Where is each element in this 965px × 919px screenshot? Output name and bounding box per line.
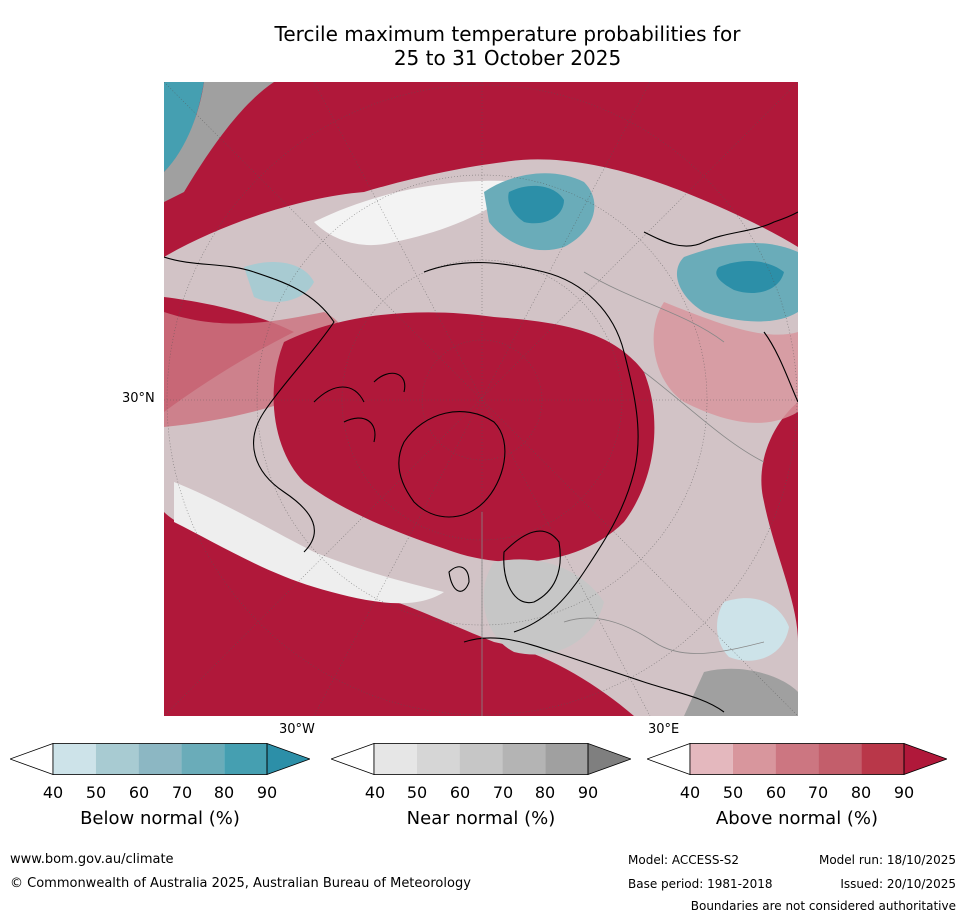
boundaries bbox=[481, 271, 765, 716]
below-color-box-40 bbox=[53, 743, 96, 775]
below-tick-60: 60 bbox=[128, 783, 150, 802]
colorbar-near-label: Near normal (%) bbox=[406, 808, 556, 829]
above-tick-90: 90 bbox=[893, 783, 915, 802]
above-color-box-70 bbox=[818, 743, 862, 775]
footer-model-run: Model run: 18/10/2025 bbox=[818, 853, 956, 867]
near-color-box-80 bbox=[545, 743, 588, 775]
below-colorbar-outline bbox=[52, 743, 268, 775]
white-band-north bbox=[314, 180, 524, 246]
coastline-europe-south bbox=[463, 637, 725, 713]
above-color-box-40 bbox=[690, 743, 733, 775]
footer-issued: Issued: 20/10/2025 bbox=[840, 877, 956, 891]
below-tick-50: 50 bbox=[85, 783, 107, 802]
near-tick-50: 50 bbox=[406, 783, 428, 802]
near-tick-40: 40 bbox=[364, 783, 386, 802]
above-tick-60: 60 bbox=[765, 783, 787, 802]
above-tick-40: 40 bbox=[679, 783, 701, 802]
below-tick-90: 90 bbox=[256, 783, 278, 802]
above-tick-70: 70 bbox=[807, 783, 829, 802]
below-normal-central-asia bbox=[717, 598, 789, 661]
below-color-box-60 bbox=[138, 743, 182, 775]
title-line-2: 25 to 31 October 2025 bbox=[393, 46, 622, 70]
near-normal-nw-corner bbox=[164, 82, 274, 202]
colorbar-above-normal bbox=[647, 743, 947, 775]
near-tick-80: 80 bbox=[534, 783, 556, 802]
below-tick-70: 70 bbox=[171, 783, 193, 802]
lon-label-30e: 30°E bbox=[648, 722, 680, 737]
coastlines bbox=[164, 211, 798, 713]
colorbar-above-svg bbox=[647, 743, 947, 775]
lon-label-30w: 30°W bbox=[279, 722, 315, 737]
coastline-greenland bbox=[398, 411, 506, 518]
near-color-box-70 bbox=[502, 743, 546, 775]
coastline-eurasia bbox=[423, 262, 639, 633]
below-color-box-80 bbox=[224, 743, 267, 775]
arctic-core bbox=[273, 312, 655, 562]
footer-disclaimer: Boundaries are not considered authoritat… bbox=[690, 899, 956, 913]
colorbar-below-svg bbox=[10, 743, 310, 775]
near-color-box-40 bbox=[374, 743, 417, 775]
near-tick-70: 70 bbox=[492, 783, 514, 802]
below-normal-east-core bbox=[716, 260, 784, 293]
near-extend-low bbox=[331, 743, 375, 775]
above-tick-80: 80 bbox=[850, 783, 872, 802]
below-tick-80: 80 bbox=[213, 783, 235, 802]
near-normal-se-corner bbox=[684, 668, 798, 716]
colorbar-near-normal bbox=[331, 743, 631, 775]
footer-model: Model: ACCESS-S2 bbox=[628, 853, 740, 867]
near-tick-90: 90 bbox=[577, 783, 599, 802]
footer-base-period: Base period: 1981-2018 bbox=[628, 877, 773, 891]
coastline-canadian-archipelago bbox=[313, 372, 406, 443]
title-line-1: Tercile maximum temperature probabilitie… bbox=[274, 22, 741, 46]
coastline-north-america bbox=[164, 256, 335, 553]
above-extend-low bbox=[647, 743, 691, 775]
footer-copyright: © Commonwealth of Australia 2025, Austra… bbox=[10, 876, 471, 891]
near-color-box-50 bbox=[416, 743, 460, 775]
below-tick-40: 40 bbox=[42, 783, 64, 802]
above-color-box-50 bbox=[732, 743, 776, 775]
footer-url: www.bom.gov.au/climate bbox=[10, 852, 174, 867]
above-color-box-80 bbox=[861, 743, 904, 775]
probability-map bbox=[164, 82, 798, 716]
below-normal-siberia-core bbox=[508, 185, 564, 224]
colorbar-below-normal bbox=[10, 743, 310, 775]
below-extend-low bbox=[10, 743, 54, 775]
below-color-box-50 bbox=[95, 743, 139, 775]
coastline-east-asia bbox=[643, 211, 798, 403]
chart-title: Tercile maximum temperature probabilitie… bbox=[160, 22, 855, 70]
above-color-box-60 bbox=[775, 743, 819, 775]
near-colorbar-outline bbox=[373, 743, 589, 775]
below-extend-high bbox=[266, 743, 310, 775]
below-normal-nw-corner bbox=[164, 82, 204, 172]
coastline-british-isles bbox=[448, 566, 470, 592]
below-normal-alaska bbox=[244, 262, 314, 302]
near-extend-high bbox=[587, 743, 631, 775]
near-color-box-60 bbox=[459, 743, 503, 775]
white-band-southwest bbox=[174, 482, 444, 604]
near-normal-europe bbox=[483, 559, 604, 655]
above-tick-50: 50 bbox=[722, 783, 744, 802]
above-colorbar-outline bbox=[689, 743, 905, 775]
near-tick-60: 60 bbox=[449, 783, 471, 802]
colorbar-above-label: Above normal (%) bbox=[715, 808, 879, 829]
lat-label-30n: 30°N bbox=[122, 391, 155, 406]
colorbar-near-svg bbox=[331, 743, 631, 775]
below-color-box-70 bbox=[181, 743, 225, 775]
above-extend-high bbox=[903, 743, 947, 775]
coastline-scandinavia bbox=[503, 530, 561, 604]
light-red-east bbox=[653, 302, 798, 423]
colorbar-below-label: Below normal (%) bbox=[80, 808, 240, 829]
